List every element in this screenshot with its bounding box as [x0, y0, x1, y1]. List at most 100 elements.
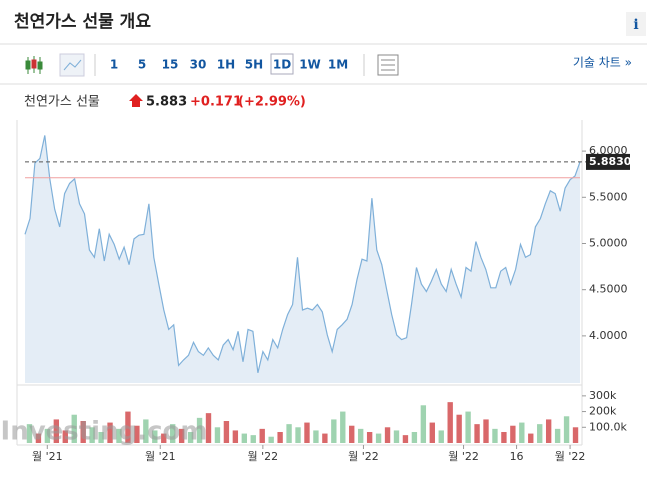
volume-bar	[331, 419, 337, 443]
volume-bar	[295, 427, 301, 443]
volume-bar	[98, 432, 104, 443]
volume-bar	[214, 427, 221, 443]
volume-bar	[447, 402, 453, 443]
volume-bar	[429, 422, 435, 443]
volume-bar	[187, 432, 194, 443]
x-tick-label: 월 '22	[555, 450, 586, 463]
volume-bar	[313, 430, 319, 443]
y-tick-label: 200k	[589, 405, 617, 418]
area-icon-line	[63, 59, 82, 71]
x-tick-label: 월 '21	[145, 450, 176, 463]
last-price-label: 5.8830	[589, 155, 632, 168]
volume-bar	[80, 421, 86, 443]
volume-bar	[340, 411, 346, 443]
volume-bar	[528, 433, 534, 443]
volume-bar	[277, 432, 283, 443]
volume-bar	[44, 428, 51, 443]
volume-bar	[420, 405, 427, 443]
volume-bar	[349, 425, 355, 443]
volume-bar	[71, 414, 77, 443]
tech-chart-link[interactable]: 기술 차트 »	[573, 56, 632, 70]
interval-button[interactable]: 1M	[328, 58, 348, 72]
y-tick-label: 4.5000	[589, 283, 628, 296]
title: 천연가스 선물 개요	[14, 12, 151, 32]
volume-bar	[232, 430, 239, 443]
watermark: Investing.com	[1, 417, 208, 447]
volume-bar	[178, 428, 185, 443]
quote-change: +0.171	[190, 95, 242, 110]
price-area	[25, 135, 580, 383]
volume-bar	[259, 428, 265, 443]
y-tick-label: 5.5000	[589, 190, 628, 203]
x-tick-label: 월 '22	[348, 450, 379, 463]
volume-bar	[304, 422, 310, 443]
volume-bar	[465, 411, 471, 443]
volume-bar	[483, 419, 489, 443]
volume-bar	[223, 421, 230, 443]
volume-bar	[62, 430, 68, 443]
volume-bar	[196, 417, 203, 443]
quote-price: 5.883	[146, 95, 187, 110]
info-button[interactable]	[626, 12, 646, 36]
volume-bar	[286, 424, 292, 443]
volume-bar	[268, 436, 274, 443]
volume-bar	[143, 419, 149, 443]
volume-bar	[89, 427, 95, 443]
volume-bar	[501, 432, 507, 443]
price-line	[24, 135, 581, 373]
interval-button[interactable]: 1W	[299, 58, 321, 72]
volume-bar	[563, 416, 570, 443]
volume-bar	[26, 424, 33, 443]
volume-bar	[241, 433, 247, 443]
volume-bar	[438, 430, 444, 443]
volume-bar	[519, 422, 525, 443]
volume-bar	[510, 425, 516, 443]
y-tick-label: 300k	[589, 389, 617, 402]
volume-bar	[205, 413, 212, 443]
up-arrow	[129, 94, 143, 107]
quote-name: 천연가스 선물	[24, 95, 100, 110]
interval-button[interactable]: 15	[162, 58, 179, 72]
x-tick-label: 월 '22	[248, 450, 279, 463]
interval-button[interactable]: 1	[110, 58, 118, 72]
volume-bar	[35, 433, 42, 443]
y-tick-label: 4.0000	[589, 329, 628, 342]
volume-bar	[161, 433, 167, 443]
volume-bar	[250, 435, 256, 443]
interval-button[interactable]: 1H	[217, 58, 235, 72]
volume-bar	[358, 428, 364, 443]
candle-icon[interactable]	[25, 56, 43, 74]
interval-active[interactable]	[270, 53, 294, 75]
volume-bar	[537, 424, 543, 443]
y-tick-label: 100.0k	[589, 420, 627, 433]
interval-button[interactable]: 5	[138, 58, 146, 72]
volume-bar	[456, 414, 462, 443]
volume-bar	[474, 424, 480, 443]
x-tick-label: 16	[510, 450, 524, 463]
volume-bar	[375, 433, 382, 443]
y-tick-label: 5.0000	[589, 236, 628, 249]
volume-bar	[152, 430, 158, 443]
interval-button[interactable]: 5H	[245, 58, 263, 72]
volume-bar	[170, 424, 176, 443]
volume-bar	[393, 430, 400, 443]
interval-button[interactable]: 30	[190, 58, 207, 72]
interval-button[interactable]: 1D	[273, 58, 291, 72]
volume-bar	[411, 432, 418, 443]
volume-bar	[402, 435, 409, 443]
volume-bar	[107, 422, 113, 443]
x-tick-label: 월 '22	[448, 450, 479, 463]
volume-bar	[134, 425, 140, 443]
volume-bar	[384, 427, 391, 443]
x-tick-label: 월 '21	[32, 450, 63, 463]
quote-change-pct: (+2.99%)	[238, 95, 306, 110]
volume-bar	[322, 433, 328, 443]
volume-bar	[545, 419, 552, 443]
y-tick-label: 6.0000	[589, 144, 628, 157]
info-icon[interactable]: i	[633, 17, 638, 33]
volume-bar	[116, 428, 122, 443]
volume-bar	[572, 427, 579, 443]
volume-bar	[554, 428, 561, 443]
